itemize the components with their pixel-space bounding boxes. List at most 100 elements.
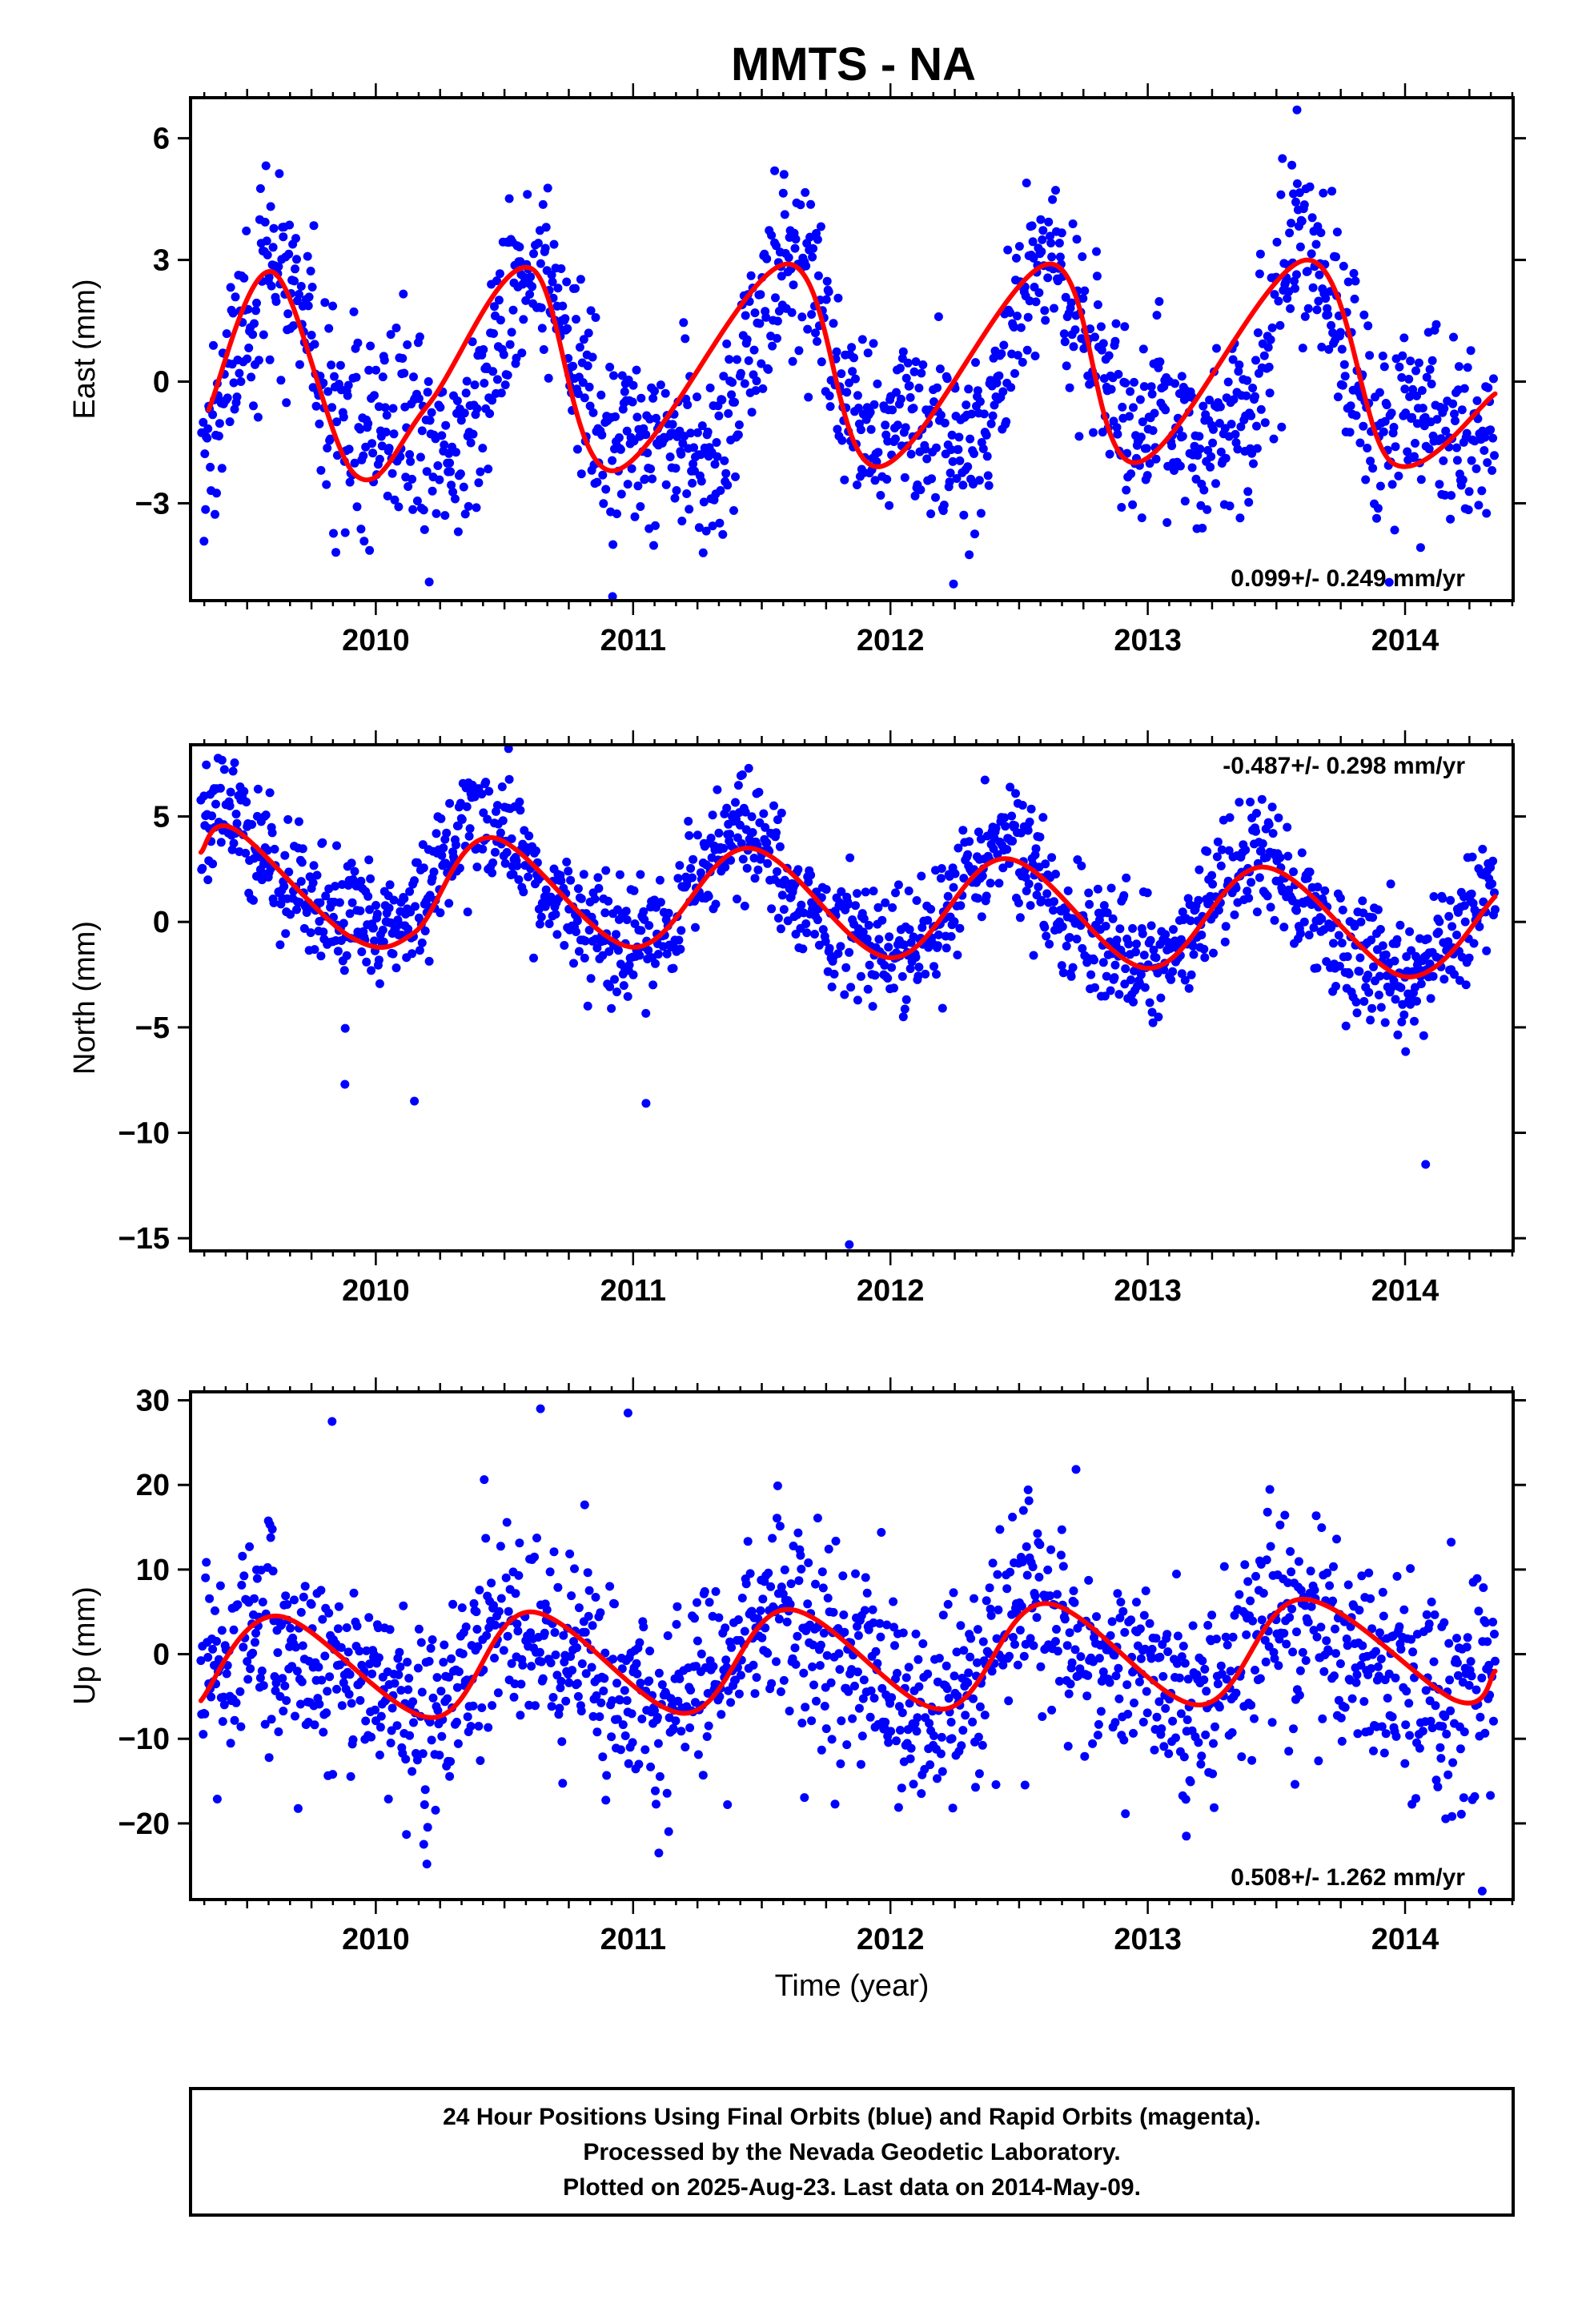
data-point (1299, 200, 1309, 210)
data-point (1243, 376, 1252, 385)
data-point (1341, 1021, 1351, 1031)
data-point (1472, 1685, 1481, 1695)
data-point (627, 464, 636, 473)
data-point (572, 1679, 582, 1688)
data-point (837, 369, 846, 379)
data-point (1292, 906, 1301, 915)
data-point (1441, 426, 1451, 436)
data-point (580, 393, 589, 403)
data-point (900, 1004, 909, 1014)
data-point (1002, 417, 1011, 426)
data-point (743, 1537, 753, 1546)
data-point (519, 315, 528, 324)
data-point (1110, 1651, 1119, 1660)
data-point (1207, 870, 1217, 880)
data-point (1136, 970, 1146, 979)
data-point (315, 1699, 324, 1709)
data-point (512, 1619, 522, 1629)
data-point (862, 935, 872, 943)
data-point (916, 485, 926, 495)
data-point (1216, 1661, 1226, 1671)
data-point (1372, 513, 1381, 523)
y-tick-label: 0 (153, 366, 170, 400)
data-point (701, 526, 711, 536)
data-point (791, 1659, 801, 1669)
data-point (1351, 1678, 1361, 1687)
data-point (1286, 1546, 1295, 1556)
data-point (837, 436, 847, 445)
data-point (822, 276, 832, 286)
data-point (817, 1745, 826, 1755)
data-point (728, 378, 737, 387)
data-point (708, 521, 717, 531)
data-point (863, 348, 873, 358)
data-point (1057, 1525, 1066, 1534)
data-point (1010, 368, 1019, 378)
data-point (1064, 1689, 1074, 1699)
data-point (1247, 1700, 1256, 1710)
data-point (1452, 1634, 1461, 1643)
data-point (866, 1686, 876, 1695)
data-point (538, 1674, 548, 1683)
data-point (905, 1754, 915, 1763)
data-point (1401, 1047, 1411, 1056)
data-point (1114, 1663, 1123, 1673)
data-point (1105, 449, 1114, 459)
data-point (700, 1586, 709, 1596)
data-point (572, 1643, 581, 1652)
data-point (1146, 935, 1155, 945)
data-point (344, 1690, 354, 1699)
data-point (1375, 971, 1384, 981)
data-point (840, 990, 849, 999)
data-point (1462, 428, 1472, 438)
data-point (226, 787, 235, 797)
data-point (1386, 879, 1395, 889)
data-point (637, 1715, 647, 1723)
data-point (529, 249, 538, 259)
data-point (884, 1738, 893, 1747)
data-point (653, 950, 663, 959)
data-point (1139, 1610, 1149, 1620)
data-point (632, 365, 641, 375)
data-point (636, 926, 646, 935)
data-point (1028, 1562, 1038, 1571)
data-point (557, 1737, 567, 1747)
data-point (417, 426, 427, 436)
data-point (1484, 383, 1493, 392)
data-point (361, 1716, 371, 1726)
data-point (521, 296, 531, 305)
data-point (232, 392, 242, 402)
data-point (714, 411, 724, 420)
data-point (453, 527, 463, 537)
data-point (236, 1722, 246, 1731)
data-point (997, 349, 1006, 359)
data-point (1448, 399, 1458, 408)
data-point (237, 1580, 247, 1590)
data-point (526, 272, 536, 282)
data-point (440, 1640, 449, 1650)
data-point (982, 430, 991, 440)
data-point (717, 395, 727, 404)
data-point (672, 486, 681, 495)
data-point (580, 1500, 589, 1510)
data-point (1472, 1574, 1482, 1583)
data-point (318, 838, 327, 847)
data-point (771, 293, 780, 303)
data-point (540, 1628, 549, 1638)
data-point (733, 430, 743, 440)
data-point (1267, 802, 1277, 812)
data-point (1391, 1731, 1401, 1741)
data-point (1392, 1571, 1402, 1581)
data-point (1347, 1694, 1357, 1703)
data-point (965, 550, 974, 560)
data-point (352, 502, 362, 512)
data-point (1063, 886, 1073, 895)
data-point (997, 1653, 1006, 1663)
data-point (616, 444, 625, 454)
data-point (315, 917, 324, 926)
data-point (1314, 1756, 1323, 1766)
data-point (1339, 360, 1349, 369)
data-point (757, 1633, 767, 1642)
data-point (1398, 351, 1407, 360)
data-point (767, 231, 777, 240)
